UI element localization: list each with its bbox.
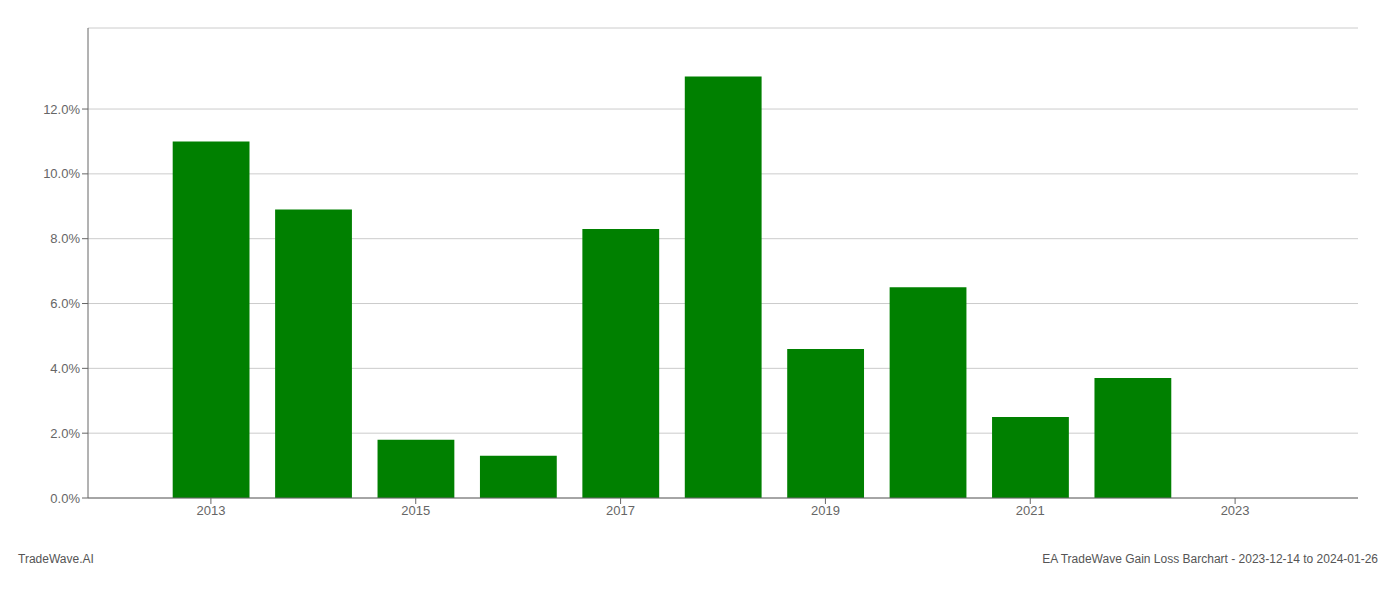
svg-text:2019: 2019 xyxy=(811,503,840,518)
svg-text:2015: 2015 xyxy=(401,503,430,518)
svg-text:2023: 2023 xyxy=(1221,503,1250,518)
svg-text:8.0%: 8.0% xyxy=(50,231,80,246)
svg-text:2013: 2013 xyxy=(196,503,225,518)
svg-text:6.0%: 6.0% xyxy=(50,296,80,311)
svg-text:12.0%: 12.0% xyxy=(43,102,80,117)
html-text:EA TradeWave Gain Loss Barchar: EA TradeWave Gain Loss Barchart - 2023-1… xyxy=(1042,552,1378,566)
svg-text:2.0%: 2.0% xyxy=(50,426,80,441)
svg-text:10.0%: 10.0% xyxy=(43,166,80,181)
svg-text:2017: 2017 xyxy=(606,503,635,518)
svg-text:0.0%: 0.0% xyxy=(50,491,80,506)
svg-text:4.0%: 4.0% xyxy=(50,361,80,376)
svg-text:2021: 2021 xyxy=(1016,503,1045,518)
html-text:TradeWave.AI: TradeWave.AI xyxy=(18,552,94,566)
